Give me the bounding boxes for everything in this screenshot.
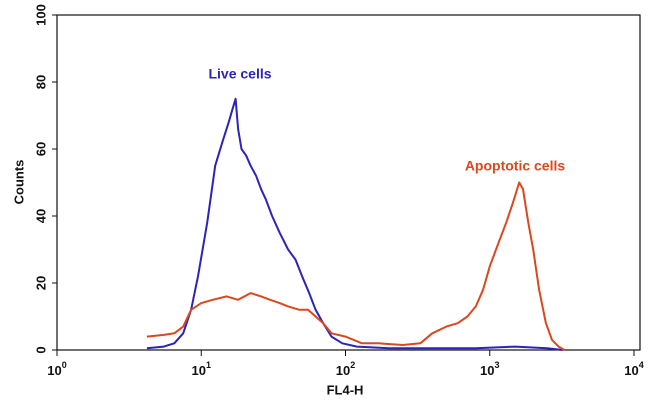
x-tick-base: 10	[192, 363, 206, 378]
x-tick-label: 100	[47, 360, 66, 378]
series-annotation: Apoptotic cells	[465, 158, 566, 174]
plot-frame	[56, 14, 641, 351]
y-tick-label: 20	[33, 276, 48, 290]
x-tick-exponent: 2	[350, 360, 355, 370]
x-tick-base: 10	[624, 363, 638, 378]
x-tick-base: 10	[47, 363, 61, 378]
series-line	[146, 181, 565, 351]
y-tick-label: 40	[33, 209, 48, 223]
x-tick-exponent: 4	[639, 360, 644, 370]
series-annotation: Live cells	[208, 66, 271, 82]
series-line	[146, 97, 563, 351]
x-tick-exponent: 3	[494, 360, 499, 370]
y-tick-label: 80	[33, 75, 48, 89]
x-axis-label: FL4-H	[327, 382, 364, 397]
x-tick-exponent: 1	[206, 360, 211, 370]
y-tick-label: 60	[33, 142, 48, 156]
y-axis-label: Counts	[11, 160, 26, 205]
x-tick-label: 104	[624, 360, 643, 378]
y-tick-label: 0	[33, 346, 48, 353]
y-tick-label: 100	[33, 4, 48, 26]
x-tick-label: 102	[336, 360, 355, 378]
x-tick-base: 10	[336, 363, 350, 378]
x-tick-exponent: 0	[62, 360, 67, 370]
x-tick-label: 103	[480, 360, 499, 378]
x-tick-base: 10	[480, 363, 494, 378]
x-tick-label: 101	[192, 360, 211, 378]
